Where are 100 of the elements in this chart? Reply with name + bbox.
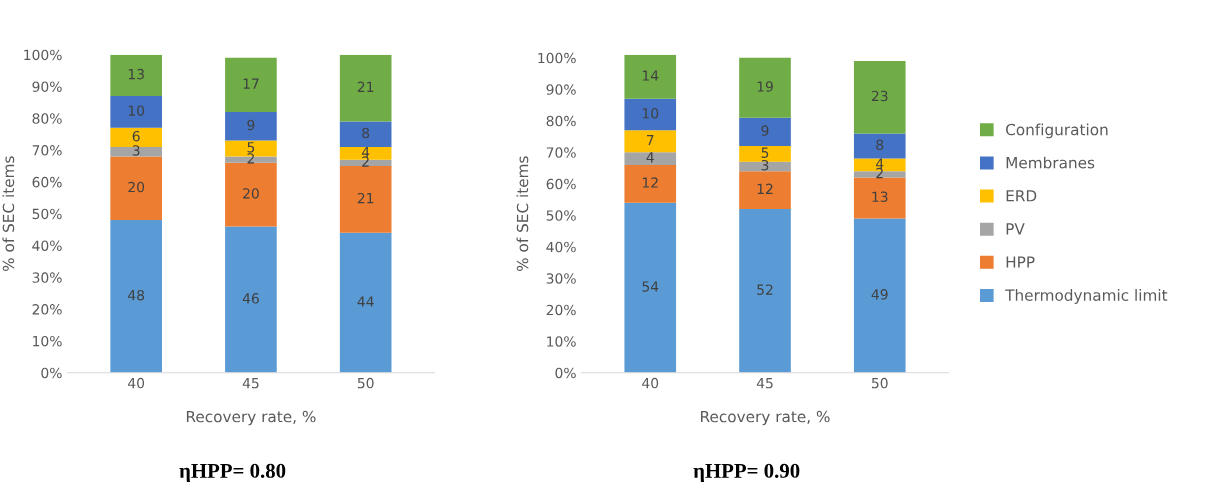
data-label: 4: [361, 146, 370, 158]
bar: [853, 218, 906, 373]
data-label: 7: [646, 134, 654, 146]
bar: [225, 111, 277, 141]
data-label: 8: [362, 127, 370, 139]
data-label: 52: [757, 284, 773, 295]
bar: [339, 166, 392, 233]
bar: [339, 232, 392, 373]
bar: [739, 146, 791, 162]
data-label: 10: [128, 105, 145, 116]
data-label: 48: [128, 289, 145, 301]
data-label: 17: [243, 78, 259, 89]
y-tick-label: 50%: [32, 208, 62, 220]
data-label: 23: [871, 90, 888, 102]
legend-label: Membranes: [1006, 156, 1095, 169]
y-axis-title: % of SEC items: [2, 156, 15, 272]
bar: [110, 127, 162, 147]
y-tick-label: 40%: [32, 240, 62, 251]
bar: [225, 226, 277, 373]
bar: [624, 202, 677, 373]
data-label: 13: [872, 191, 888, 202]
legend-label: Configuration: [1006, 123, 1108, 139]
y-tick-label: 90%: [546, 84, 576, 95]
data-label: 12: [642, 177, 658, 188]
y-tick-label: 80%: [546, 115, 576, 127]
y-tick-label: 20%: [546, 304, 576, 316]
bar: [110, 220, 162, 373]
data-label: 19: [757, 81, 773, 92]
bar: [853, 177, 906, 219]
data-label: 4: [646, 152, 654, 163]
x-tick-label: 45: [242, 378, 259, 389]
legend-label: ERD: [1006, 190, 1037, 202]
data-label: 12: [757, 183, 773, 194]
bar: [339, 54, 392, 122]
y-tick-label: 30%: [546, 273, 576, 284]
legend-label: HPP: [1006, 256, 1035, 268]
data-label: 3: [132, 145, 140, 156]
x-tick-label: 50: [357, 377, 374, 389]
data-label: 8: [876, 139, 884, 151]
x-axis-title: Recovery rate, %: [701, 410, 830, 426]
y-tick-label: 30%: [32, 272, 62, 283]
bar: [225, 57, 277, 112]
y-tick-label: 100%: [24, 49, 62, 61]
data-label: 9: [761, 125, 769, 136]
y-tick-label: 10%: [33, 335, 62, 347]
y-tick-label: 40%: [546, 241, 576, 253]
bar: [739, 208, 791, 373]
data-label: 6: [132, 130, 140, 142]
y-tick-label: 80%: [32, 113, 62, 124]
bar: [624, 98, 677, 131]
data-label: 20: [243, 188, 259, 199]
data-label: 4: [876, 158, 884, 169]
y-tick-label: 10%: [547, 336, 576, 347]
y-tick-label: 20%: [32, 304, 62, 315]
bar: [739, 57, 791, 118]
x-tick-label: 50: [871, 377, 888, 389]
data-label: 21: [357, 192, 374, 204]
y-tick-label: 60%: [32, 176, 62, 188]
data-label: 13: [128, 68, 144, 80]
bar: [339, 121, 392, 147]
data-label: 21: [357, 81, 374, 92]
bar: [853, 60, 906, 134]
text: ηHPP= 0.90: [693, 463, 800, 483]
x-tick-label: 40: [642, 377, 659, 389]
y-tick-label: 70%: [546, 147, 576, 158]
data-label: 46: [242, 293, 259, 304]
bar: [624, 164, 677, 203]
y-tick-label: 0%: [41, 367, 62, 379]
bar: [624, 130, 677, 153]
legend-label: PV: [1006, 223, 1025, 235]
x-tick-label: 40: [128, 377, 145, 389]
y-tick-label: 100%: [538, 52, 576, 64]
data-label: 10: [642, 108, 659, 119]
bar: [739, 161, 791, 172]
data-label: 20: [128, 181, 145, 193]
bar: [110, 54, 162, 97]
y-tick-label: 50%: [546, 210, 576, 221]
data-label: 5: [247, 142, 255, 153]
x-tick-label: 45: [756, 378, 773, 389]
data-label: 49: [871, 289, 888, 300]
data-label: 3: [761, 159, 769, 171]
bar: [110, 156, 162, 221]
bar: [853, 133, 906, 159]
y-tick-label: 70%: [32, 145, 62, 156]
bar: [225, 162, 277, 227]
x-axis-title: Recovery rate, %: [186, 410, 316, 426]
bar: [110, 96, 162, 128]
y-tick-label: 60%: [546, 178, 576, 190]
text: ηHPP= 0.80: [179, 463, 286, 483]
y-tick-label: 0%: [555, 367, 576, 379]
bar: [624, 152, 677, 165]
bar: [739, 171, 791, 209]
data-label: 44: [357, 296, 374, 307]
y-tick-label: 90%: [32, 81, 62, 92]
legend-label: Thermodynamic limit: [1005, 289, 1168, 304]
data-label: 9: [247, 119, 255, 131]
data-label: 5: [761, 147, 769, 158]
bar: [110, 146, 162, 157]
bar: [739, 117, 791, 146]
data-label: 54: [642, 281, 659, 292]
